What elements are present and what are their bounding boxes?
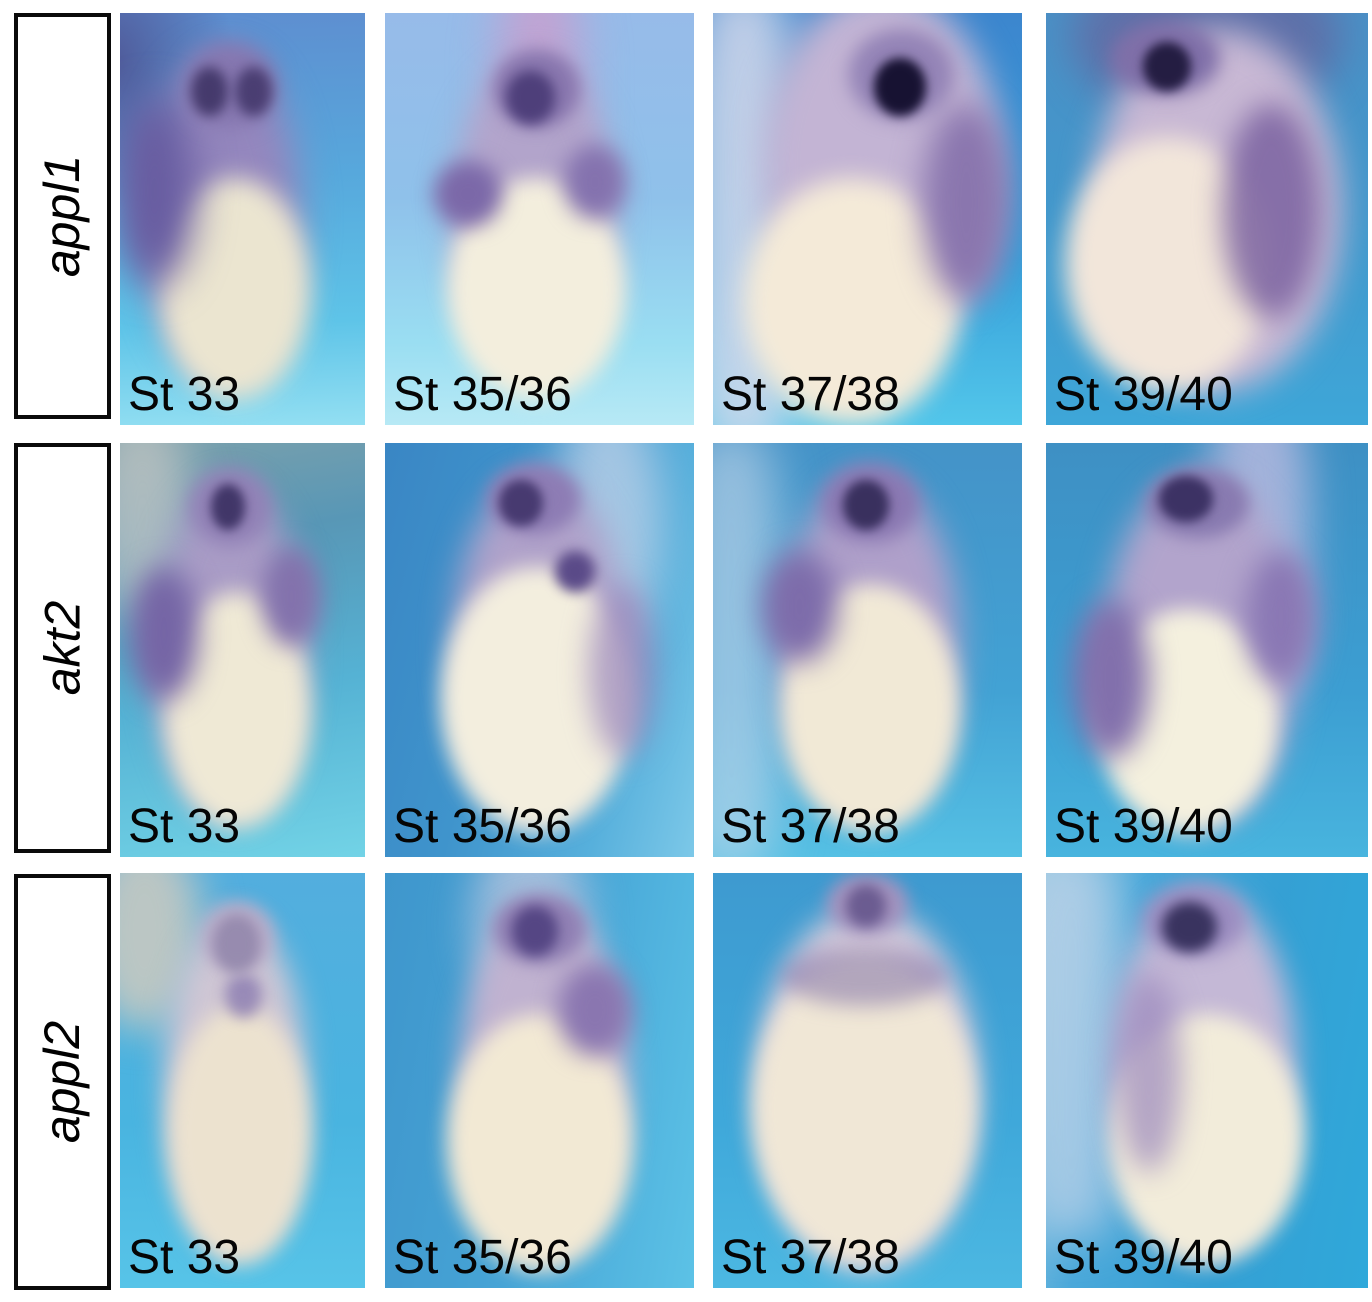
- stain-patch: [564, 144, 627, 219]
- stain-patch: [923, 103, 1010, 302]
- gene-label: appl1: [34, 154, 91, 278]
- stain-patch: [1223, 103, 1320, 318]
- stage-label: St 39/40: [1054, 1231, 1233, 1284]
- embryo-eye: [873, 58, 927, 116]
- panel-appl1-st33: St 33: [120, 13, 365, 425]
- embryo-eye: [511, 906, 559, 956]
- panel-appl1-st35-36: St 35/36: [385, 13, 694, 425]
- embryo-eye: [213, 914, 260, 973]
- stage-label: St 33: [128, 800, 241, 853]
- stain-patch: [1116, 972, 1182, 1172]
- embryo-eye: [1161, 902, 1217, 952]
- panel-appl2-st39-40: St 39/40: [1046, 873, 1368, 1288]
- embryo-yolk: [169, 1005, 312, 1264]
- stain-patch: [434, 161, 503, 228]
- stain-patch: [1071, 600, 1150, 758]
- panel-akt2-st37-38: St 37/38: [713, 443, 1022, 857]
- stain-patch: [1245, 550, 1317, 684]
- stage-label: St 35/36: [393, 368, 572, 421]
- panel-akt2-st39-40: St 39/40: [1046, 443, 1368, 857]
- blur-band: [713, 443, 781, 857]
- gene-label: appl2: [34, 1020, 91, 1144]
- embryo-eye: [210, 484, 245, 530]
- embryo-eye: [842, 480, 890, 530]
- embryo-eye: [1142, 41, 1191, 92]
- embryo-yolk: [446, 1014, 633, 1272]
- panel-appl2-st37-38: St 37/38: [713, 873, 1022, 1288]
- stain-patch: [762, 550, 837, 663]
- stain-patch: [120, 95, 194, 285]
- gene-label-box-akt2: akt2: [14, 443, 111, 853]
- embryo-eye: [554, 550, 596, 593]
- stage-label: St 39/40: [1054, 368, 1233, 421]
- panel-akt2-st35-36: St 35/36: [385, 443, 694, 857]
- stain-patch: [262, 546, 321, 646]
- embryo-eye: [191, 66, 228, 116]
- stage-label: St 39/40: [1054, 800, 1233, 853]
- embryo-eye: [499, 480, 543, 526]
- embryo-yolk: [753, 956, 976, 1264]
- embryo-eye: [235, 66, 272, 116]
- embryo-eye: [1158, 476, 1214, 522]
- stain-patch: [588, 583, 657, 758]
- stage-label: St 33: [128, 1231, 241, 1284]
- stage-label: St 37/38: [721, 1231, 900, 1284]
- panel-akt2-st33: St 33: [120, 443, 365, 857]
- stain-patch: [558, 964, 633, 1056]
- stage-label: St 35/36: [393, 1231, 572, 1284]
- gene-label-box-appl2: appl2: [14, 874, 111, 1290]
- embryo-eye: [505, 70, 555, 125]
- stage-label: St 37/38: [721, 368, 900, 421]
- stain-patch: [225, 972, 263, 1019]
- stain-patch: [780, 947, 948, 1006]
- panel-appl1-st39-40: St 39/40: [1046, 13, 1368, 425]
- gene-label: akt2: [34, 600, 91, 696]
- stage-label: St 35/36: [393, 800, 572, 853]
- stain-patch: [129, 567, 199, 700]
- panel-appl2-st33: St 33: [120, 873, 365, 1288]
- embryo-eye: [845, 885, 887, 927]
- panel-appl2-st35-36: St 35/36: [385, 873, 694, 1288]
- stage-label: St 33: [128, 368, 241, 421]
- stage-label: St 37/38: [721, 800, 900, 853]
- gene-label-box-appl1: appl1: [14, 13, 111, 419]
- panel-appl1-st37-38: St 37/38: [713, 13, 1022, 425]
